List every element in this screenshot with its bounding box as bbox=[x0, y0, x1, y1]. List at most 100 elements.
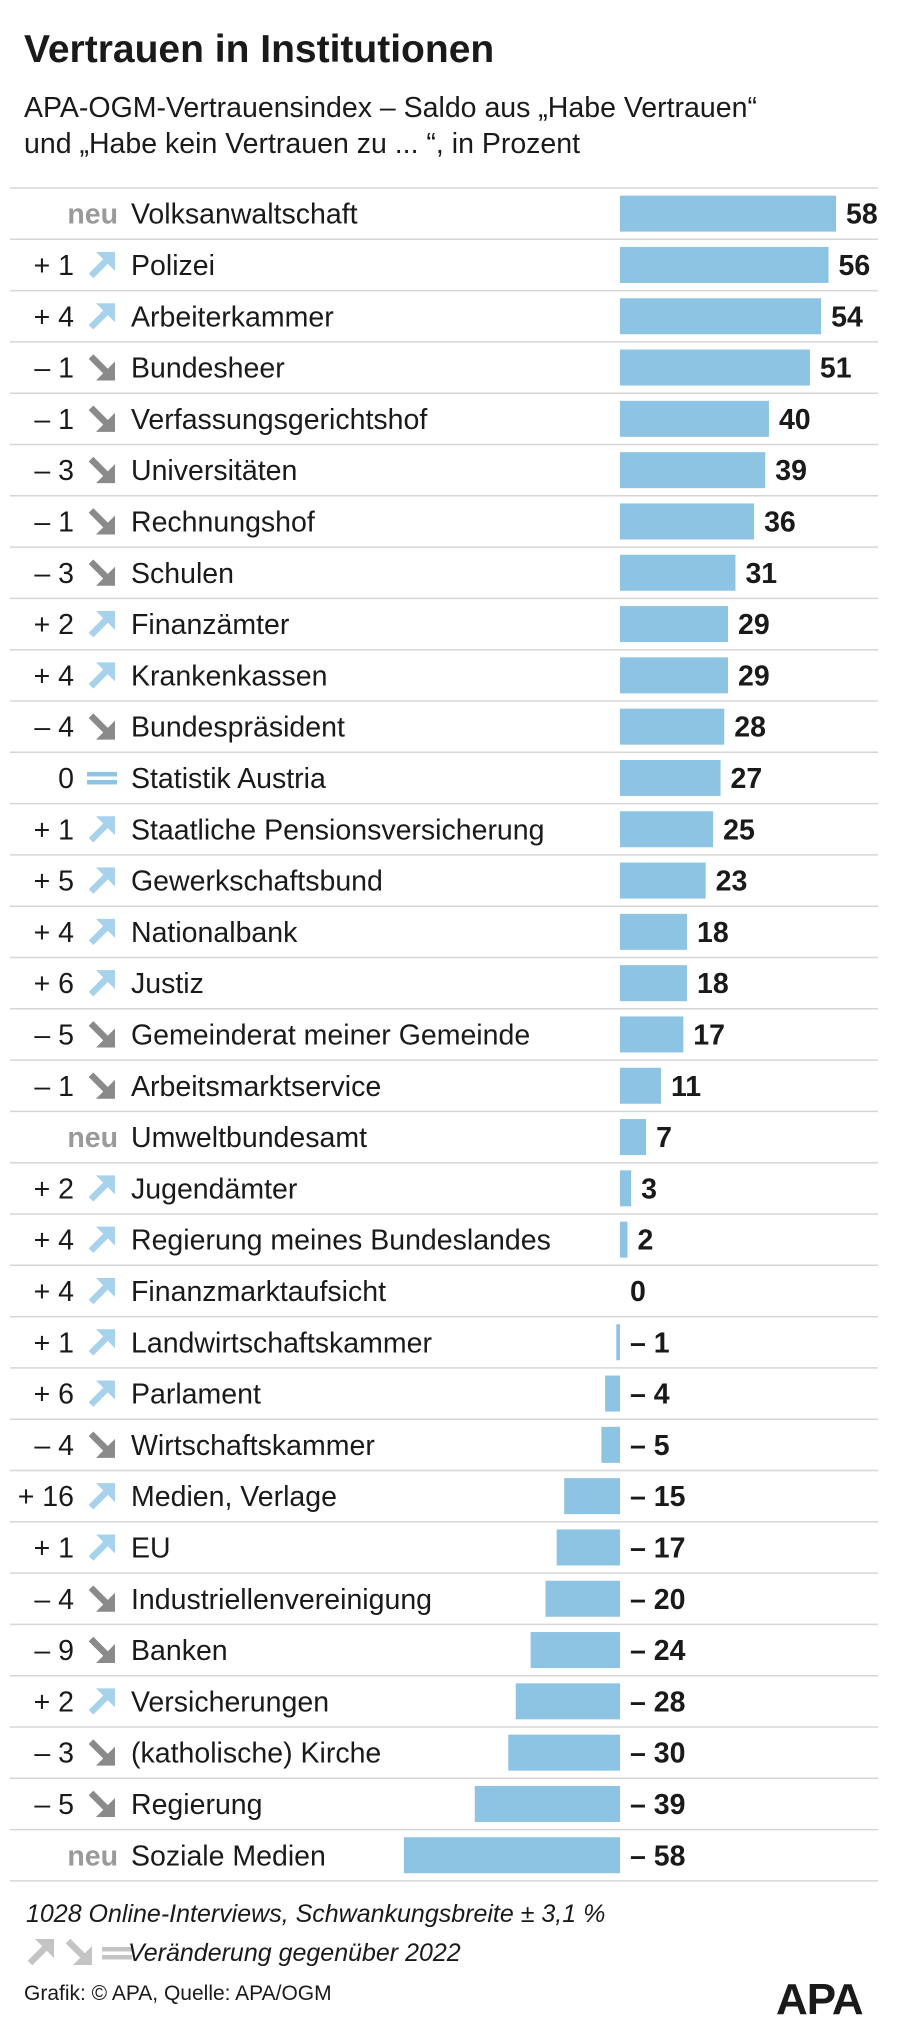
row-25-change-label: – 4 bbox=[34, 1430, 74, 1462]
legend-up-arrow-icon bbox=[27, 1939, 54, 1966]
chart-title: Vertrauen in Institutionen bbox=[24, 28, 495, 71]
row-3-bar bbox=[620, 298, 822, 335]
row-32-value-label: – 39 bbox=[630, 1789, 685, 1821]
row-31-change-label: – 3 bbox=[34, 1738, 74, 1770]
legend-text: Veränderung gegenüber 2022 bbox=[128, 1939, 461, 1967]
row-1-change-label: neu bbox=[67, 199, 118, 231]
row-17-category-label: Gemeinderat meiner Gemeinde bbox=[131, 1019, 530, 1051]
row-24-up-icon-head bbox=[96, 1380, 115, 1400]
row-15-change-label: + 4 bbox=[34, 917, 75, 949]
row-21-category-label: Regierung meines Bundeslandes bbox=[131, 1225, 551, 1257]
row-5-down-icon bbox=[88, 405, 115, 432]
row-29-value-label: – 24 bbox=[630, 1635, 686, 1667]
row-13-up-icon-head bbox=[96, 816, 115, 836]
row-2-category-label: Polizei bbox=[131, 250, 215, 282]
row-25-bar bbox=[601, 1426, 620, 1463]
row-15-up-icon-head bbox=[96, 918, 115, 938]
row-22-value-label: 0 bbox=[630, 1276, 646, 1308]
row-26-category-label: Medien, Verlage bbox=[131, 1481, 337, 1513]
row-8-down-icon-head bbox=[96, 566, 115, 586]
row-12-bar bbox=[620, 759, 721, 796]
legend-equal-icon-bar-top bbox=[102, 1947, 132, 1952]
row-27-up-icon-head bbox=[96, 1534, 115, 1554]
row-16-category-label: Justiz bbox=[131, 968, 204, 1000]
row-26-change-label: + 16 bbox=[18, 1481, 74, 1513]
row-10-up-icon bbox=[88, 662, 115, 689]
bar-chart: neu Volksanwaltschaft 58 + 1 Polizei 56 + 4 Arb… bbox=[10, 187, 878, 1882]
row-17-down-icon bbox=[88, 1021, 115, 1048]
survey-note: 1028 Online-Interviews, Schwankungsbreit… bbox=[26, 1900, 606, 1928]
row-18-change-label: – 1 bbox=[34, 1071, 74, 1103]
row-22-category-label: Finanzmarktaufsicht bbox=[131, 1276, 386, 1308]
row-10-category-label: Krankenkassen bbox=[131, 660, 327, 692]
row-27-category-label: EU bbox=[131, 1532, 171, 1564]
row-12-value-label: 27 bbox=[731, 763, 763, 795]
row-17-down-icon-head bbox=[96, 1028, 115, 1048]
row-3-value-label: 54 bbox=[831, 301, 863, 333]
row-12-equal-icon-bar-top bbox=[87, 771, 117, 777]
row-26-bar bbox=[564, 1478, 620, 1515]
row-16-up-icon-head bbox=[96, 970, 115, 990]
row-30-up-icon-head bbox=[96, 1688, 115, 1708]
row-3-change-label: + 4 bbox=[34, 301, 75, 333]
row-20-up-icon-head bbox=[96, 1175, 115, 1195]
row-18-value-label: 11 bbox=[671, 1071, 701, 1103]
row-29-category-label: Banken bbox=[131, 1635, 228, 1667]
row-7-change-label: – 1 bbox=[34, 506, 74, 538]
row-10-change-label: + 4 bbox=[34, 660, 75, 692]
row-26-up-icon-head bbox=[96, 1483, 115, 1503]
row-27-change-label: + 1 bbox=[34, 1532, 74, 1564]
row-4-change-label: – 1 bbox=[34, 353, 74, 385]
row-9-value-label: 29 bbox=[738, 609, 770, 641]
row-22-change-label: + 4 bbox=[34, 1276, 75, 1308]
row-21-change-label: + 4 bbox=[34, 1225, 75, 1257]
row-30-bar bbox=[515, 1683, 620, 1720]
row-23-up-icon-head bbox=[96, 1329, 115, 1349]
row-3-up-icon bbox=[88, 303, 115, 330]
row-16-up-icon bbox=[88, 970, 115, 997]
row-21-up-icon-head bbox=[96, 1226, 115, 1246]
change-legend bbox=[27, 1938, 132, 1966]
row-21-up-icon bbox=[88, 1226, 115, 1253]
row-19-category-label: Umweltbundesamt bbox=[131, 1122, 367, 1154]
row-32-change-label: – 5 bbox=[34, 1789, 74, 1821]
row-11-down-icon bbox=[88, 713, 115, 740]
row-28-bar bbox=[545, 1580, 620, 1617]
row-14-category-label: Gewerkschaftsbund bbox=[131, 866, 383, 898]
row-16-bar bbox=[620, 965, 688, 1002]
row-32-down-icon bbox=[88, 1790, 115, 1817]
row-22-up-icon-head bbox=[96, 1277, 115, 1297]
row-11-category-label: Bundespräsident bbox=[131, 712, 345, 744]
row-12-equal-icon-bar-bottom bbox=[87, 779, 117, 785]
row-3-up-icon-head bbox=[96, 303, 115, 323]
row-20-up-icon bbox=[88, 1175, 115, 1202]
row-7-value-label: 36 bbox=[764, 506, 796, 538]
row-28-down-icon-head bbox=[96, 1592, 115, 1612]
legend-up-arrow-icon-head bbox=[35, 1939, 54, 1958]
row-29-down-icon bbox=[88, 1636, 115, 1664]
row-23-up-icon bbox=[88, 1329, 115, 1356]
row-6-change-label: – 3 bbox=[34, 455, 74, 487]
row-31-value-label: – 30 bbox=[630, 1738, 685, 1770]
row-23-value-label: – 1 bbox=[630, 1327, 670, 1359]
row-8-down-icon bbox=[88, 559, 115, 586]
row-19-change-label: neu bbox=[67, 1122, 118, 1154]
row-26-value-label: – 15 bbox=[630, 1481, 686, 1513]
row-20-category-label: Jugendämter bbox=[131, 1173, 298, 1205]
row-9-bar bbox=[620, 606, 728, 643]
row-14-value-label: 23 bbox=[716, 866, 748, 898]
row-25-value-label: – 5 bbox=[630, 1430, 670, 1462]
row-33-category-label: Soziale Medien bbox=[131, 1840, 326, 1872]
row-10-up-icon-head bbox=[96, 662, 115, 682]
row-23-change-label: + 1 bbox=[34, 1327, 74, 1359]
row-30-change-label: + 2 bbox=[34, 1686, 74, 1718]
legend-down-arrow-icon bbox=[65, 1938, 92, 1965]
row-20-change-label: + 2 bbox=[34, 1173, 74, 1205]
row-12-category-label: Statistik Austria bbox=[131, 763, 326, 795]
row-24-value-label: – 4 bbox=[630, 1379, 670, 1411]
row-25-category-label: Wirtschaftskammer bbox=[131, 1430, 375, 1462]
row-33-bar bbox=[404, 1837, 620, 1874]
row-25-down-icon-head bbox=[96, 1438, 115, 1458]
row-6-value-label: 39 bbox=[775, 455, 807, 487]
row-18-down-icon-head bbox=[96, 1079, 115, 1099]
